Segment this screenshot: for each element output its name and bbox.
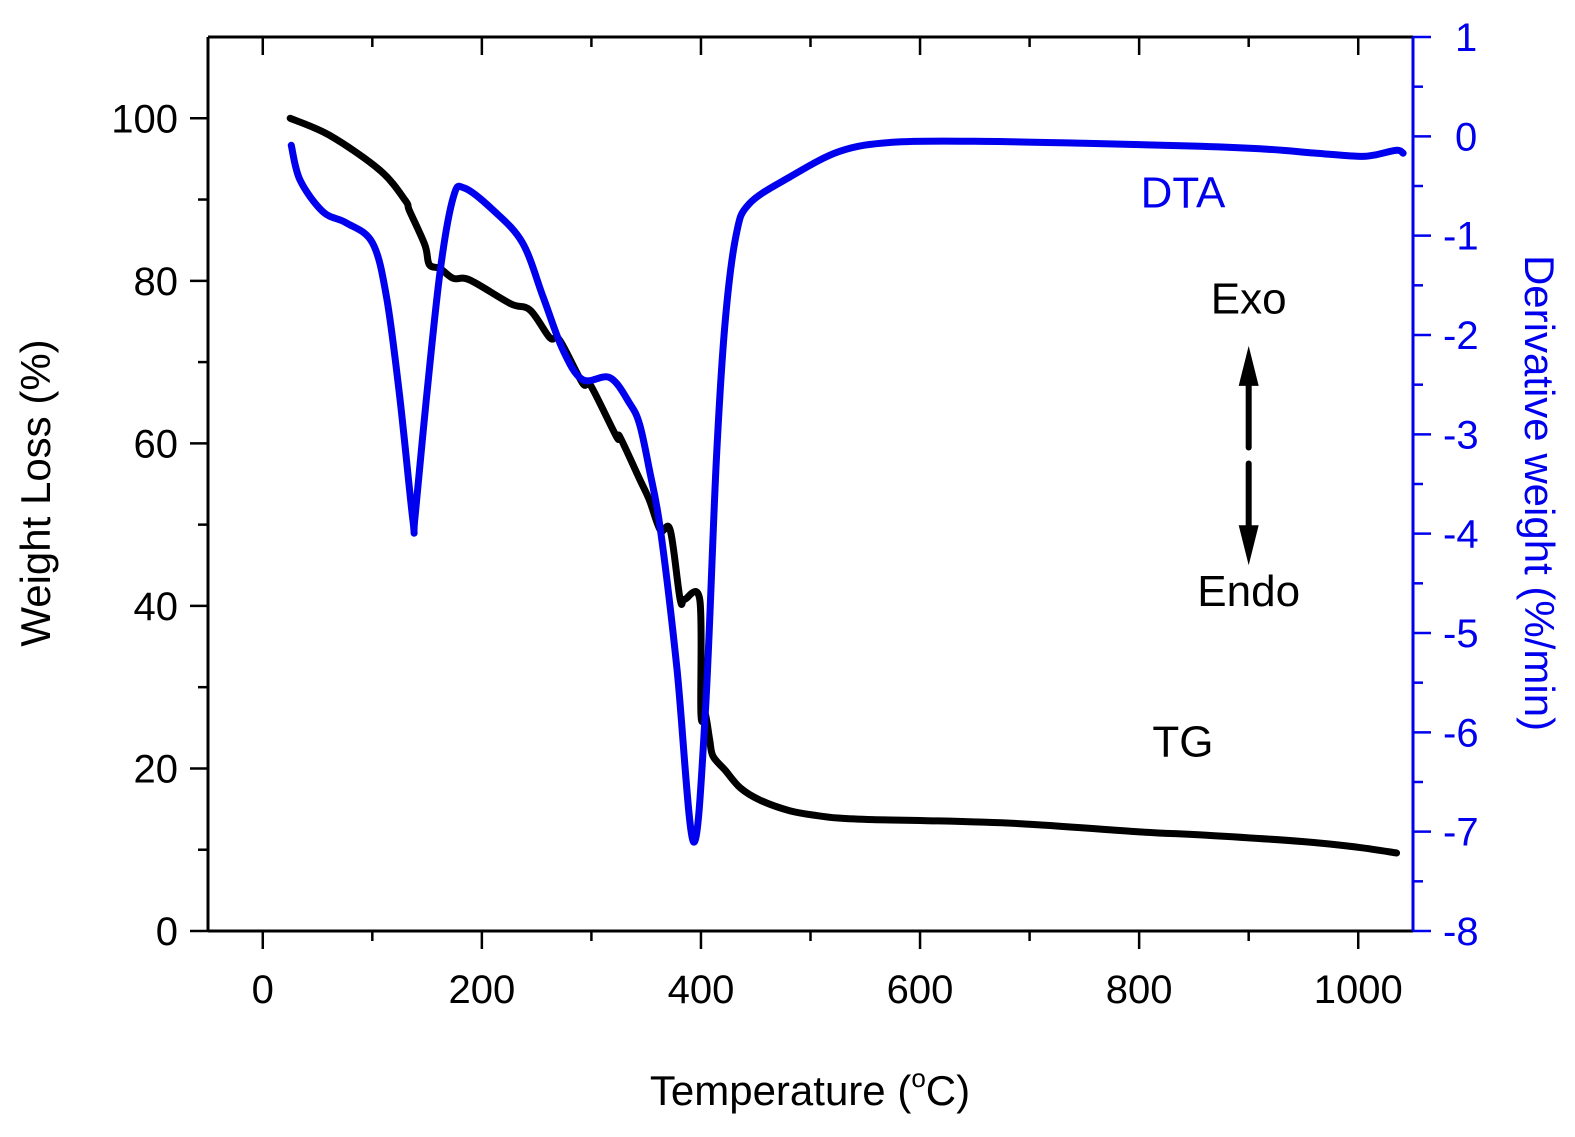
- right-y-tick-label: -6: [1443, 711, 1479, 755]
- left-y-tick-label: 60: [134, 422, 179, 466]
- x-tick-label: 600: [887, 968, 954, 1012]
- arrow-up-icon: [1238, 345, 1259, 386]
- right-y-axis-title: Derivative weight (%/min): [1516, 255, 1563, 731]
- right-y-tick-label: -4: [1443, 513, 1479, 557]
- right-y-tick-label: -5: [1443, 612, 1479, 656]
- x-axis-ticks: 0 200 400 600 800 1000: [252, 37, 1403, 1012]
- right-y-tick-label: 1: [1455, 16, 1477, 60]
- right-y-tick-label: -7: [1443, 811, 1479, 855]
- left-y-tick-label: 20: [134, 747, 179, 791]
- x-axis-title: Temperature (oC): [650, 1063, 970, 1114]
- x-axis-title-unit: C): [926, 1067, 970, 1114]
- annotation-dta: DTA: [1141, 169, 1226, 218]
- series-layer: [286, 114, 1407, 857]
- x-tick-label: 0: [252, 968, 274, 1012]
- x-tick-label: 200: [448, 968, 515, 1012]
- right-y-tick-label: -3: [1443, 413, 1479, 457]
- annotation-tg: TG: [1152, 717, 1213, 766]
- left-y-axis-ticks: 0 20 40 60 80 100: [111, 97, 208, 954]
- right-y-axis-ticks: 1 0 -1 -2 -3 -4 -5 -6 -7 -8: [1413, 16, 1479, 954]
- left-y-axis-title: Weight Loss (%): [12, 339, 59, 646]
- right-y-tick-label: -1: [1443, 215, 1479, 259]
- plot-frame: [206, 35, 1415, 933]
- left-y-tick-label: 100: [111, 97, 178, 141]
- annotation-endo: Endo: [1197, 567, 1300, 616]
- series-dta-line: [287, 137, 1407, 846]
- left-y-tick-label: 40: [134, 585, 179, 629]
- x-axis-title-degree: o: [911, 1063, 925, 1093]
- x-tick-label: 400: [668, 968, 735, 1012]
- right-y-tick-label: -8: [1443, 910, 1479, 954]
- x-tick-label: 1000: [1314, 968, 1403, 1012]
- right-y-tick-label: 0: [1455, 115, 1477, 159]
- right-y-tick-label: -2: [1443, 314, 1479, 358]
- arrow-down-icon: [1238, 525, 1259, 566]
- x-axis-title-prefix: Temperature (: [650, 1067, 911, 1114]
- annotation-layer: DTA TG Exo Endo: [1141, 169, 1300, 767]
- series-tg-line: [286, 114, 1401, 857]
- left-y-tick-label: 0: [156, 910, 178, 954]
- left-y-tick-label: 80: [134, 260, 179, 304]
- annotation-exo: Exo: [1211, 274, 1287, 323]
- x-tick-label: 800: [1106, 968, 1173, 1012]
